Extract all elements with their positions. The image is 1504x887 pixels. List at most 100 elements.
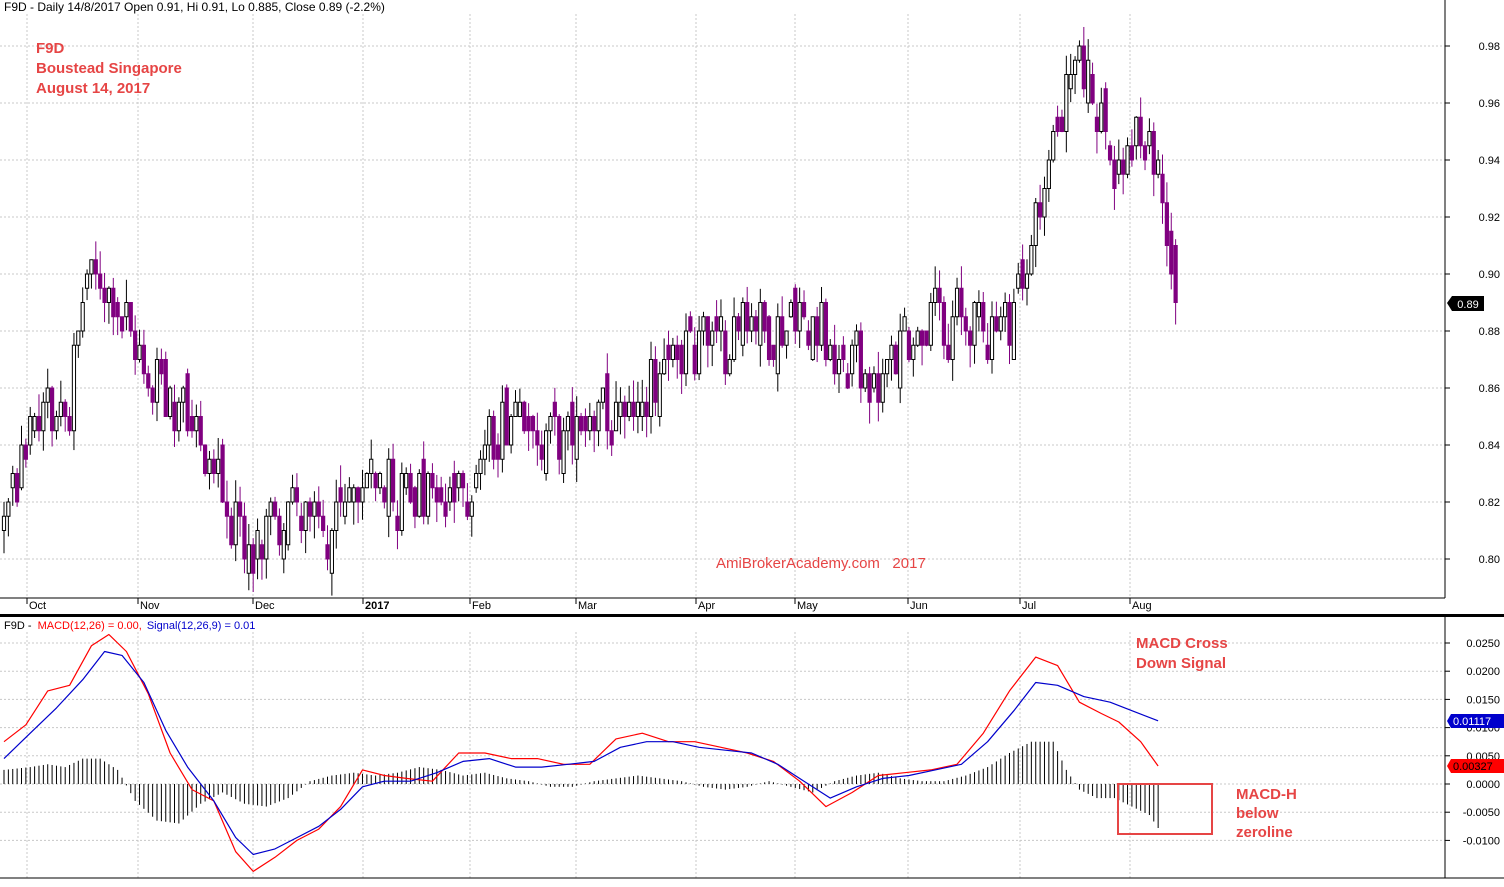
candle-body [714,316,719,332]
candle-body [1107,145,1113,161]
candle-body [994,316,999,332]
candle-body [500,401,505,460]
histogram-note-line2: below [1236,805,1279,822]
candle-body [618,401,623,417]
candle-body [19,444,24,489]
candle-body [307,501,313,517]
price-tick-label: 0.96 [1479,98,1500,110]
candle-body [469,501,474,517]
candle-body [898,330,903,389]
candle-body [718,316,724,332]
annotation-ticker: F9D [36,40,65,57]
candle-body [688,316,693,332]
cross-note-line2: Down Signal [1136,655,1226,672]
candle-body [216,458,221,474]
candle-body [635,401,641,417]
candle-body [268,501,273,517]
candle-body [788,302,794,318]
candle-body [640,401,645,417]
candle-body [745,302,750,332]
candle-body [460,473,466,489]
candle-body [76,330,81,346]
candle-body [832,344,837,375]
candle-body [421,458,426,517]
candle-body [198,416,203,446]
candle-body [697,330,702,375]
candlestick-series [1,26,1178,596]
candle-body [207,458,212,474]
candle-body [596,401,601,432]
candle-body [583,416,588,432]
candle-body [246,544,251,574]
candle-body [919,330,925,346]
candle-body [823,302,828,360]
candle-body [80,302,85,332]
candle-body [552,401,557,417]
candle-body [775,316,780,375]
candle-body [237,501,243,517]
candle-body [452,473,457,503]
candle-body [924,330,929,346]
price-tick-label: 0.84 [1479,440,1500,452]
candle-body [1116,159,1121,175]
candle-body [417,473,422,517]
candle-body [622,401,627,417]
candle-body [1094,116,1100,132]
candle-body [176,401,181,432]
candle-body [806,330,811,346]
candle-body [168,387,173,417]
candle-body [382,487,387,503]
price-tick-label: 0.90 [1479,269,1500,281]
candle-body [159,359,164,375]
candle-body [627,401,632,417]
candle-body [662,359,667,375]
candle-body [863,373,868,389]
candle-body [316,501,321,517]
candle-body [653,359,658,403]
candle-body [950,316,955,360]
macd-value-badge [1447,714,1504,728]
candle-body [509,416,514,446]
candle-body [408,473,413,503]
candle-body [294,487,300,503]
candle-body [543,430,549,474]
histogram-highlight-box [1117,783,1213,835]
candle-body [172,401,177,432]
candle-body [474,473,479,489]
last-close-badge [1447,296,1484,311]
price-tick-label: 0.94 [1479,155,1500,167]
candle-body [181,387,186,403]
annotation-company: Boustead Singapore [36,60,182,77]
candle-body [574,416,579,460]
candle-body [259,544,265,560]
candle-body [644,401,649,417]
candle-body [290,487,295,503]
candle-body [443,501,448,517]
candle-body [1156,159,1161,175]
candle-body [858,330,863,389]
macd-chart-title: F9D - MACD(12,26) = 0.00, Signal(12,26,9)… [4,620,255,632]
candle-body [819,302,824,346]
candle-body [522,401,527,432]
candle-body [1042,188,1047,218]
grid-lines [0,14,1445,878]
candle-body [338,487,343,503]
price-tick-label: 0.98 [1479,41,1500,53]
candle-body [797,302,802,332]
candle-body [390,458,396,503]
candle-body [41,401,46,432]
candle-body [189,416,195,432]
month-tick-label: Aug [1132,600,1152,612]
candle-body [928,302,933,346]
macd-value-label: 0.01117 [1453,716,1491,728]
candle-body [133,330,138,360]
candle-body [128,302,133,332]
macd-title-prefix: F9D - [4,620,35,632]
candle-body [141,344,146,375]
candle-body [876,373,881,403]
candle-body [98,273,103,289]
candle-body [557,416,562,460]
candle-body [102,287,107,303]
watermark: AmiBrokerAcademy.com 2017 [716,555,926,572]
candle-body [561,430,566,474]
